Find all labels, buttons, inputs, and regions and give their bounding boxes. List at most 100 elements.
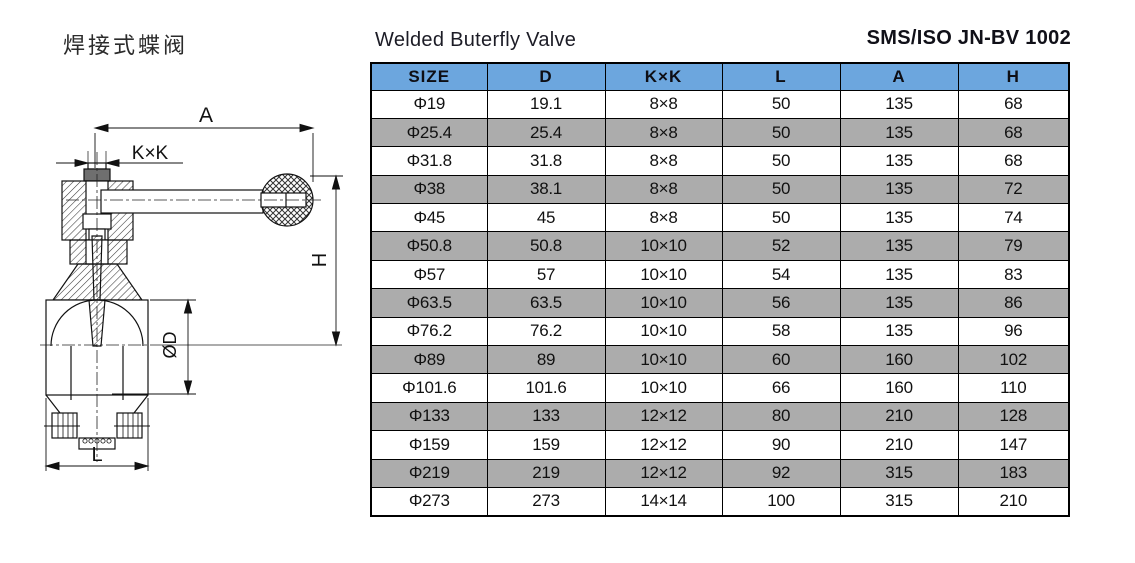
table-cell: Φ50.8 — [370, 231, 488, 261]
table-cell: 10×10 — [604, 316, 723, 347]
dimension-a — [93, 123, 315, 182]
table-cell: 315 — [839, 486, 959, 517]
table-cell: 83 — [957, 259, 1070, 290]
table-row: Φ89 89 10×10 60 160 102 — [370, 345, 1070, 375]
table-row: Φ19 19.1 8×8 50 135 68 — [370, 89, 1070, 119]
table-cell: 89 — [486, 345, 606, 375]
table-cell: 12×12 — [604, 401, 723, 432]
table-cell: 135 — [839, 146, 959, 176]
table-cell: 10×10 — [604, 231, 723, 261]
table-cell: 128 — [957, 401, 1070, 432]
table-cell: 135 — [839, 203, 959, 233]
table-cell: 219 — [486, 458, 606, 488]
table-cell: 183 — [957, 458, 1070, 488]
table-cell: 63.5 — [486, 288, 606, 318]
table-cell: 68 — [957, 146, 1070, 176]
table-cell: Φ133 — [370, 401, 488, 432]
table-cell: Φ89 — [370, 345, 488, 375]
centerlines — [40, 152, 342, 462]
table-cell: 19.1 — [486, 89, 606, 119]
table-cell: 8×8 — [604, 89, 723, 119]
table-cell: 210 — [957, 486, 1070, 517]
table-cell: Φ219 — [370, 458, 488, 488]
table-cell: 57 — [486, 259, 606, 290]
table-cell: 72 — [957, 174, 1070, 205]
table-row: Φ63.5 63.5 10×10 56 135 86 — [370, 288, 1070, 318]
table-row: Φ38 38.1 8×8 50 135 72 — [370, 174, 1070, 205]
dim-label-a: A — [199, 104, 213, 127]
table-cell: 135 — [839, 316, 959, 347]
table-cell: 12×12 — [604, 458, 723, 488]
spec-code: SMS/ISO JN-BV 1002 — [866, 27, 1071, 49]
table-cell: Φ19 — [370, 89, 488, 119]
table-cell: 100 — [721, 486, 841, 517]
table-cell: 147 — [957, 430, 1070, 460]
table-cell: 315 — [839, 458, 959, 488]
header-cell-a: A — [839, 62, 959, 91]
table-cell: 12×12 — [604, 430, 723, 460]
table-cell: 101.6 — [486, 373, 606, 403]
table-cell: 102 — [957, 345, 1070, 375]
table-row: Φ159 159 12×12 90 210 147 — [370, 430, 1070, 460]
table-cell: 79 — [957, 231, 1070, 261]
table-cell: Φ76.2 — [370, 316, 488, 347]
table-cell: 50 — [721, 203, 841, 233]
table-cell: 50.8 — [486, 231, 606, 261]
table-cell: 14×14 — [604, 486, 723, 517]
table-cell: 210 — [839, 401, 959, 432]
table-row: Φ101.6 101.6 10×10 66 160 110 — [370, 373, 1070, 403]
header-cell-d: D — [486, 62, 606, 91]
table-cell: Φ38 — [370, 174, 488, 205]
table-cell: 92 — [721, 458, 841, 488]
table-cell: 31.8 — [486, 146, 606, 176]
table-cell: 160 — [839, 373, 959, 403]
table-cell: 10×10 — [604, 345, 723, 375]
page-title-chinese: 焊接式蝶阀 — [63, 33, 189, 58]
table-cell: 160 — [839, 345, 959, 375]
table-cell: 135 — [839, 288, 959, 318]
table-cell: 10×10 — [604, 373, 723, 403]
table-cell: 54 — [721, 259, 841, 290]
dim-label-h: H — [309, 253, 331, 267]
table-cell: 135 — [839, 89, 959, 119]
table-cell: 135 — [839, 259, 959, 290]
table-cell: Φ31.8 — [370, 146, 488, 176]
table-row: Φ31.8 31.8 8×8 50 135 68 — [370, 146, 1070, 176]
page-title-english: Welded Buterfly Valve — [375, 29, 577, 51]
dim-label-od: ØD — [160, 331, 180, 358]
table-row: Φ25.4 25.4 8×8 50 135 68 — [370, 117, 1070, 148]
table-cell: 273 — [486, 486, 606, 517]
table-cell: 80 — [721, 401, 841, 432]
header-cell-h: H — [957, 62, 1070, 91]
table-cell: 135 — [839, 231, 959, 261]
table-cell: 90 — [721, 430, 841, 460]
table-cell: Φ57 — [370, 259, 488, 290]
table-cell: 50 — [721, 89, 841, 119]
table-cell: Φ25.4 — [370, 117, 488, 148]
table-cell: 8×8 — [604, 174, 723, 205]
table-cell: 68 — [957, 89, 1070, 119]
table-cell: 159 — [486, 430, 606, 460]
table-row: Φ133 133 12×12 80 210 128 — [370, 401, 1070, 432]
table-cell: 110 — [957, 373, 1070, 403]
dim-label-l: L — [91, 444, 102, 466]
size-table: SIZE D K×K L A H Φ19 19.1 8×8 50 135 68 Φ25.4 2… — [370, 62, 1070, 517]
table-cell: 76.2 — [486, 316, 606, 347]
dim-label-kxk: K×K — [132, 143, 169, 164]
table-cell: 8×8 — [604, 117, 723, 148]
table-cell: 8×8 — [604, 146, 723, 176]
table-cell: 38.1 — [486, 174, 606, 205]
table-cell: Φ101.6 — [370, 373, 488, 403]
dimension-l — [44, 398, 150, 471]
table-cell: 25.4 — [486, 117, 606, 148]
table-cell: 50 — [721, 146, 841, 176]
table-cell: Φ45 — [370, 203, 488, 233]
table-cell: 66 — [721, 373, 841, 403]
table-cell: 56 — [721, 288, 841, 318]
size-table-body: Φ19 19.1 8×8 50 135 68 Φ25.4 25.4 8×8 50 135 68 Φ31.… — [370, 89, 1070, 517]
table-row: Φ45 45 8×8 50 135 74 — [370, 203, 1070, 233]
table-cell: Φ63.5 — [370, 288, 488, 318]
table-cell: Φ159 — [370, 430, 488, 460]
header-cell-kxk: K×K — [604, 62, 723, 91]
